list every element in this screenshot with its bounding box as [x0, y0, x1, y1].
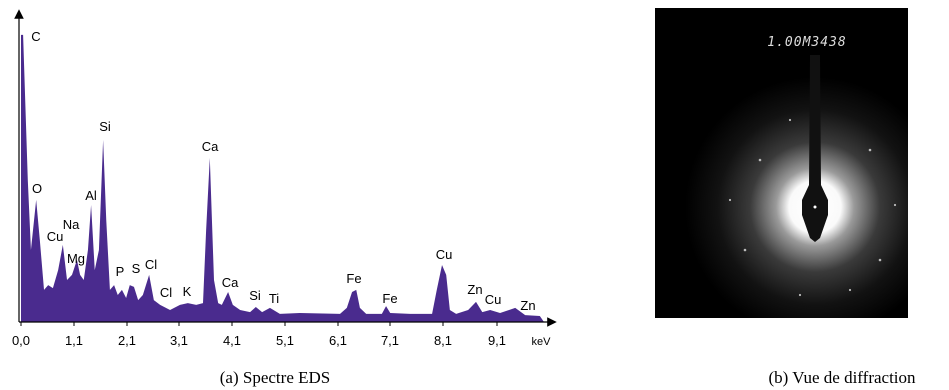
peak-label: Cu — [485, 292, 502, 307]
peak-label: Si — [99, 119, 111, 134]
peak-label: Cl — [145, 257, 157, 272]
x-tick-label: 5,1 — [276, 333, 294, 348]
x-tick-label: 2,1 — [118, 333, 136, 348]
peak-label: Cl — [160, 285, 172, 300]
x-tick-label: 9,1 — [488, 333, 506, 348]
x-tick-label: 4,1 — [223, 333, 241, 348]
peak-label: Ti — [269, 291, 279, 306]
peak-label: Fe — [346, 271, 361, 286]
peak-label: Na — [63, 217, 80, 232]
peak-label: Fe — [382, 291, 397, 306]
peak-label: Al — [85, 188, 97, 203]
x-axis-label: keV — [532, 336, 552, 348]
peak-label: C — [31, 29, 40, 44]
peak-label: Ca — [202, 139, 219, 154]
x-tick-label: 0,0 — [12, 333, 30, 348]
caption: (a) Spectre EDS — [220, 368, 330, 387]
caption: (b) Vue de diffraction — [768, 368, 916, 387]
overlay-text: 1.00M3438 — [767, 35, 846, 50]
peak-label: S — [132, 261, 141, 276]
x-tick-label: 1,1 — [65, 333, 83, 348]
spectrum-area — [21, 34, 544, 323]
peak-label: Cu — [47, 229, 64, 244]
peak-label: Mg — [67, 251, 85, 266]
peak-label: P — [116, 264, 125, 279]
x-tick-label: 3,1 — [170, 333, 188, 348]
peak-label: Si — [249, 288, 261, 303]
peak-label: Cu — [436, 247, 453, 262]
peak-label: K — [183, 284, 192, 299]
x-tick-label: 8,1 — [434, 333, 452, 348]
diffraction-spots — [728, 118, 897, 297]
central-spot — [813, 205, 817, 209]
x-tick-label: 6,1 — [329, 333, 347, 348]
peak-label: Ca — [222, 275, 239, 290]
peak-label: Zn — [467, 282, 482, 297]
beam-stop — [802, 55, 828, 242]
peak-label: Zn — [520, 298, 535, 313]
eds-spectrum: 0,0 1,1 2,1 3,1 4,1 5,1 6,1 7,1 8,1 9,1 keVCOCuNaA… — [12, 9, 557, 348]
diffraction-halo — [655, 8, 908, 318]
peak-label: O — [32, 181, 42, 196]
x-tick-label: 7,1 — [381, 333, 399, 348]
